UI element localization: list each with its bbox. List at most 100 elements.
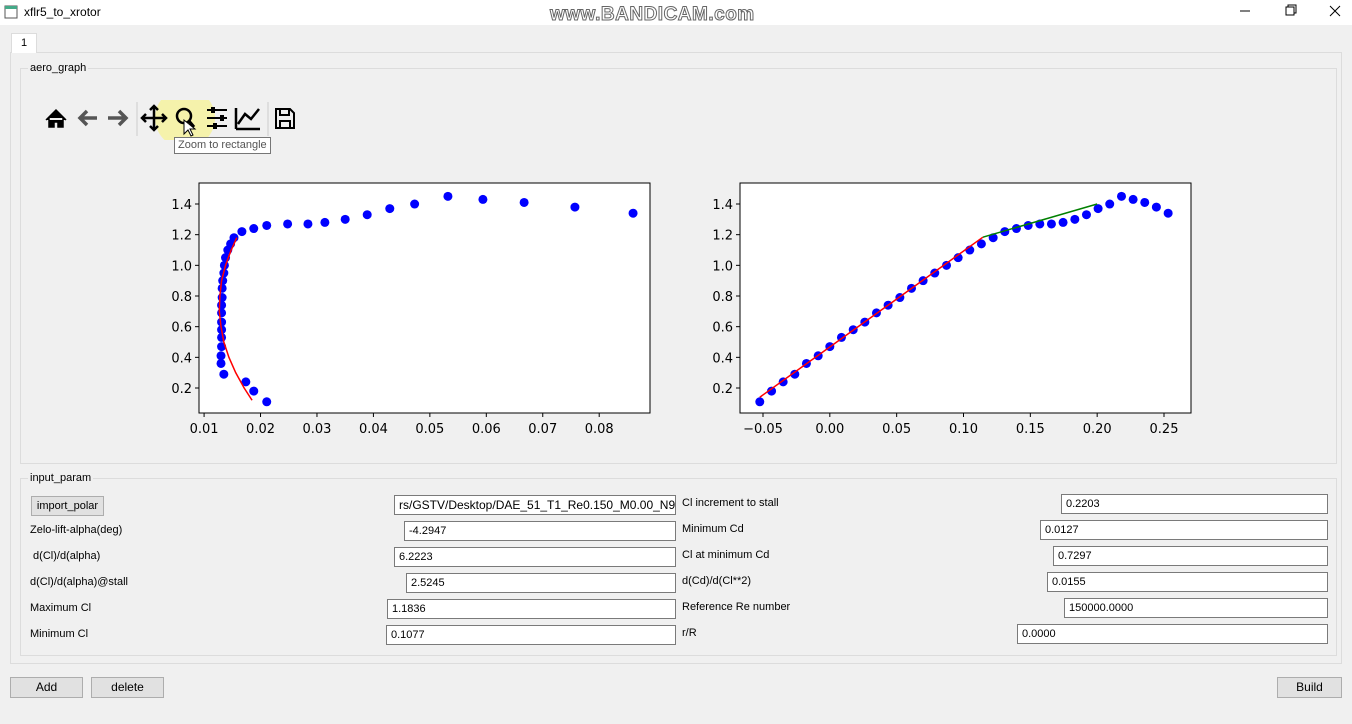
param-label: Maximum Cl (30, 602, 92, 614)
data-point (976, 239, 986, 249)
x-tick-label: 0.08 (585, 422, 614, 437)
y-tick-label: 1.2 (171, 229, 192, 244)
param-label: Minimum Cl (30, 628, 89, 640)
import-button[interactable]: import_polar (31, 496, 104, 516)
data-point (217, 283, 227, 293)
param-label: Zelo-lift-alpha(deg) (30, 524, 123, 536)
x-tick-label: 0.06 (472, 422, 501, 437)
build-button[interactable]: Build (1277, 677, 1342, 698)
x-tick-label: 0.05 (882, 422, 911, 437)
data-point (953, 253, 963, 263)
param-label: Cl at minimum Cd (682, 549, 770, 561)
add-button[interactable]: Add (10, 677, 83, 698)
data-point (1116, 191, 1126, 201)
data-point (362, 210, 372, 220)
home-icon[interactable] (45, 108, 67, 128)
y-tick-label: 1.0 (171, 259, 192, 274)
delete-button[interactable]: delete (91, 677, 164, 698)
data-point (1046, 219, 1056, 229)
data-point (1093, 204, 1103, 214)
x-tick-label: 0.02 (246, 422, 275, 437)
data-point (1000, 227, 1010, 237)
edit-axes-icon[interactable] (234, 108, 260, 131)
y-tick-label: 1.0 (712, 259, 733, 274)
axes-frame (739, 182, 1192, 414)
data-point (217, 332, 227, 342)
x-tick-label: 0.05 (415, 422, 444, 437)
toolbar (45, 100, 295, 140)
param-input[interactable]: 150000.0000 (1064, 598, 1328, 618)
y-tick-label: 1.2 (712, 229, 733, 244)
param-label: r/R (682, 627, 697, 639)
window-title: xflr5_to_xrotor (24, 5, 101, 19)
x-tick-label: 0.03 (302, 422, 331, 437)
data-point (320, 217, 330, 227)
data-point (1070, 214, 1080, 224)
configure-icon[interactable] (213, 123, 217, 129)
x-tick-label: 0.00 (815, 422, 844, 437)
y-tick-label: 0.4 (712, 351, 733, 366)
param-input[interactable]: 0.1077 (386, 625, 676, 645)
window-controls[interactable] (1225, 0, 1352, 24)
param-input[interactable]: 0.7297 (1053, 546, 1328, 566)
back-icon[interactable] (77, 109, 97, 127)
y-tick-label: 0.6 (712, 321, 733, 336)
save-icon[interactable] (275, 108, 295, 129)
y-tick-label: 1.4 (171, 198, 192, 213)
data-point (219, 369, 229, 379)
pan-icon[interactable] (140, 104, 168, 132)
axes-frame (198, 182, 651, 414)
group-title: aero_graph (28, 62, 89, 74)
data-point (519, 197, 529, 207)
param-input[interactable]: -4.2947 (404, 521, 676, 541)
data-point (1151, 202, 1161, 212)
forward-icon[interactable] (108, 109, 129, 127)
figure: 0.01 0.02 0.03 0.04 0.05 0.06 0.07 0.08 0.2 0.4 0.… (171, 182, 1192, 437)
data-point (570, 202, 580, 212)
watermark: www.BANDICAM.com (550, 4, 755, 26)
param-input[interactable]: 1.1836 (387, 599, 676, 619)
data-point (216, 358, 226, 368)
data-point (942, 260, 952, 270)
param-input[interactable]: 6.2223 (394, 547, 676, 567)
y-tick-label: 0.8 (171, 290, 192, 305)
data-point (283, 219, 293, 229)
close-button[interactable] (1329, 5, 1341, 17)
param-input[interactable]: 0.0155 (1047, 572, 1328, 592)
y-tick-label: 0.4 (171, 351, 192, 366)
data-point (249, 224, 259, 234)
y-tick-label: 0.2 (171, 382, 192, 397)
data-point (237, 227, 247, 237)
data-point (628, 208, 638, 218)
data-point (217, 308, 227, 318)
data-point (241, 377, 251, 387)
data-point (1140, 197, 1150, 207)
y-tick-label: 0.2 (712, 382, 733, 397)
tab[interactable]: 1 (11, 33, 37, 53)
data-point (1128, 194, 1138, 204)
input-param-group (20, 478, 1337, 656)
param-input[interactable]: 2.5245 (406, 573, 676, 593)
y-tick-label: 1.4 (712, 198, 733, 213)
fit-line (759, 236, 984, 398)
data-point (217, 317, 227, 327)
file-path-input[interactable]: rs/GSTV/Desktop/DAE_51_T1_Re0.150_M0.00_… (394, 495, 676, 515)
title-bar (0, 0, 1352, 25)
param-label: d(Cl)/d(alpha) (30, 550, 101, 562)
fit-line (218, 237, 253, 401)
x-tick-label: 0.20 (1083, 422, 1112, 437)
data-point (410, 199, 420, 209)
restore-button[interactable] (1285, 6, 1295, 16)
data-point (216, 351, 226, 361)
data-point (218, 276, 228, 286)
data-point (262, 220, 272, 230)
param-input[interactable]: 0.0127 (1040, 520, 1328, 540)
x-tick-label: 0.07 (528, 422, 557, 437)
param-input[interactable]: 0.0000 (1017, 624, 1328, 644)
param-label: Reference Re number (682, 601, 791, 613)
param-input[interactable]: 0.2203 (1061, 494, 1328, 514)
cursor-highlight (155, 100, 215, 140)
param-label: d(Cd)/d(Cl**2) (682, 575, 752, 587)
param-label: Cl increment to stall (682, 497, 779, 509)
